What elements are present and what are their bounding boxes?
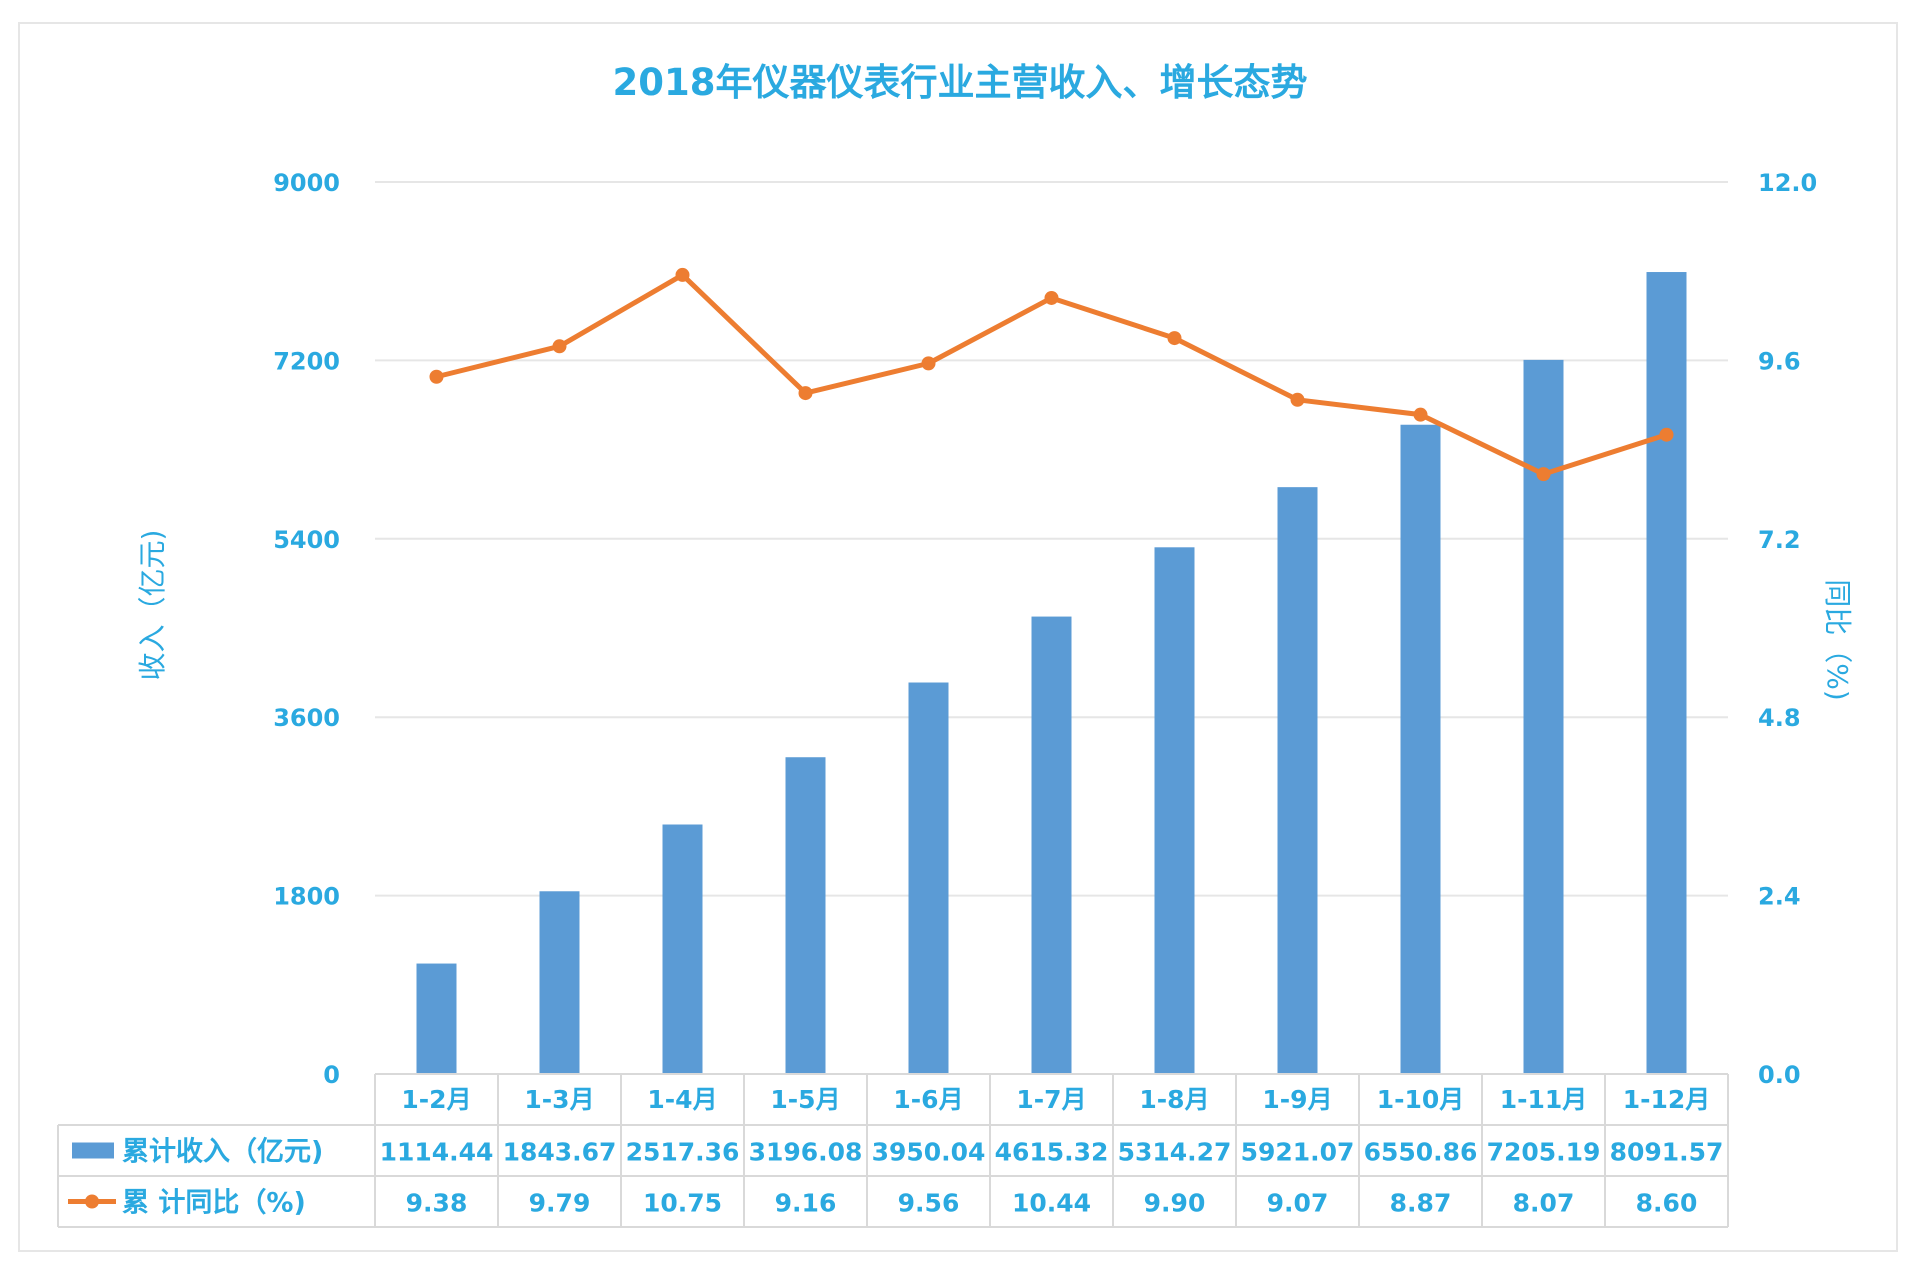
data-label: 9.90 (1144, 1189, 1206, 1218)
y-tick-label: 3600 (273, 704, 340, 732)
y2-tick-label: 4.8 (1758, 704, 1801, 732)
line-point (1536, 467, 1551, 482)
legend-swatch-bar (72, 1142, 114, 1159)
legend-label: 累计收入（亿元) (122, 1137, 323, 1168)
line-point (675, 267, 690, 282)
legend-swatch-marker (85, 1194, 99, 1209)
y2-axis-label: 同比（%) (1821, 579, 1854, 701)
data-label: 1114.44 (380, 1138, 494, 1167)
data-label: 1843.67 (503, 1138, 617, 1167)
x-tick-label: 1-12月 (1623, 1085, 1711, 1114)
x-tick-label: 1-7月 (1016, 1085, 1086, 1114)
data-label: 5921.07 (1241, 1138, 1355, 1167)
y-axis-label: 收入（亿元) (136, 530, 169, 681)
data-label: 3950.04 (872, 1138, 986, 1167)
axes: 0 0.0 1800 2.4 3600 4.8 5400 7.2 7200 9.6 9000 12.0… (136, 169, 1854, 1089)
line-point (1044, 290, 1059, 305)
y2-tick-label: 7.2 (1758, 526, 1801, 554)
bar (662, 824, 703, 1074)
y2-tick-label: 2.4 (1758, 883, 1801, 911)
data-label: 10.75 (643, 1189, 722, 1218)
x-tick-label: 1-3月 (524, 1085, 594, 1114)
data-label: 8091.57 (1610, 1138, 1724, 1167)
line-point (429, 369, 444, 384)
y2-tick-label: 9.6 (1758, 347, 1801, 375)
y-tick-label: 7200 (273, 347, 340, 375)
data-table: 1-2月 1-3月 1-4月 1-5月 1-6月 1-7月 1-8月 1-9月 1-10月 1-1… (57, 1073, 1729, 1228)
data-label: 9.07 (1267, 1189, 1329, 1218)
x-tick-label: 1-11月 (1500, 1085, 1588, 1114)
data-label: 9.56 (898, 1189, 960, 1218)
data-label: 8.87 (1390, 1189, 1452, 1218)
data-label: 2517.36 (626, 1138, 740, 1167)
bar (1646, 272, 1687, 1074)
line-point (552, 339, 567, 354)
data-label: 7205.19 (1487, 1138, 1601, 1167)
bar (1031, 616, 1072, 1074)
x-tick-label: 1-2月 (401, 1085, 471, 1114)
line-point (1290, 392, 1305, 407)
y-tick-label: 0 (323, 1061, 340, 1089)
bar (1154, 547, 1195, 1074)
x-tick-label: 1-10月 (1377, 1085, 1465, 1114)
bar (1400, 424, 1441, 1074)
data-label: 9.79 (529, 1189, 591, 1218)
data-label: 3196.08 (749, 1138, 863, 1167)
line-point (1413, 407, 1428, 422)
line-point (921, 356, 936, 371)
y-tick-label: 5400 (273, 526, 340, 554)
x-tick-label: 1-8月 (1139, 1085, 1209, 1114)
bar-series (416, 272, 1687, 1075)
data-label: 5314.27 (1118, 1138, 1232, 1167)
line-point (798, 386, 813, 401)
x-tick-label: 1-6月 (893, 1085, 963, 1114)
line-series (429, 267, 1674, 482)
x-tick-label: 1-4月 (647, 1085, 717, 1114)
y-tick-label: 1800 (273, 883, 340, 911)
x-tick-label: 1-5月 (770, 1085, 840, 1114)
data-label: 9.16 (775, 1189, 837, 1218)
chart-frame (18, 22, 1898, 1252)
bar (908, 682, 949, 1074)
data-label: 8.60 (1636, 1189, 1698, 1218)
data-label: 6550.86 (1364, 1138, 1478, 1167)
data-label: 8.07 (1513, 1189, 1575, 1218)
legend-label: 累 计同比（%) (122, 1188, 306, 1219)
line-point (1659, 427, 1674, 442)
y2-tick-label: 0.0 (1758, 1061, 1801, 1089)
data-label: 9.38 (406, 1189, 468, 1218)
chart-title: 2018年仪器仪表行业主营收入、增长态势 (613, 61, 1308, 104)
data-label: 4615.32 (995, 1138, 1109, 1167)
line-point (1167, 331, 1182, 346)
data-label: 10.44 (1012, 1189, 1091, 1218)
bar (1277, 487, 1318, 1075)
bar (539, 891, 580, 1074)
x-tick-label: 1-9月 (1262, 1085, 1332, 1114)
bar (416, 963, 457, 1074)
y-tick-label: 9000 (273, 169, 340, 197)
bar (785, 757, 826, 1074)
y2-tick-label: 12.0 (1758, 169, 1817, 197)
